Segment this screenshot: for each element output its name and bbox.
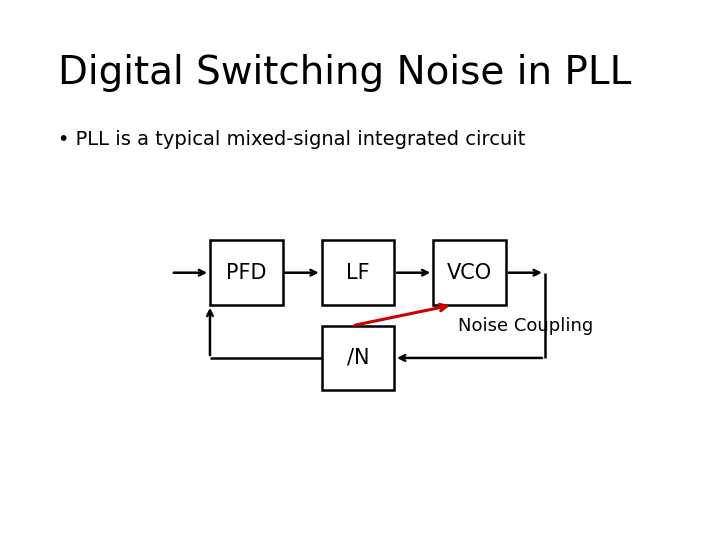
Text: LF: LF [346,262,369,283]
Bar [322,326,394,390]
Text: PFD: PFD [226,262,266,283]
Bar [433,240,505,305]
Text: /N: /N [346,348,369,368]
Bar [322,240,394,305]
Bar [210,240,282,305]
Text: • PLL is a typical mixed-signal integrated circuit: • PLL is a typical mixed-signal integrat… [58,130,525,148]
Text: Digital Switching Noise in PLL: Digital Switching Noise in PLL [58,54,631,92]
Text: Noise Coupling: Noise Coupling [459,318,593,335]
Text: VCO: VCO [447,262,492,283]
